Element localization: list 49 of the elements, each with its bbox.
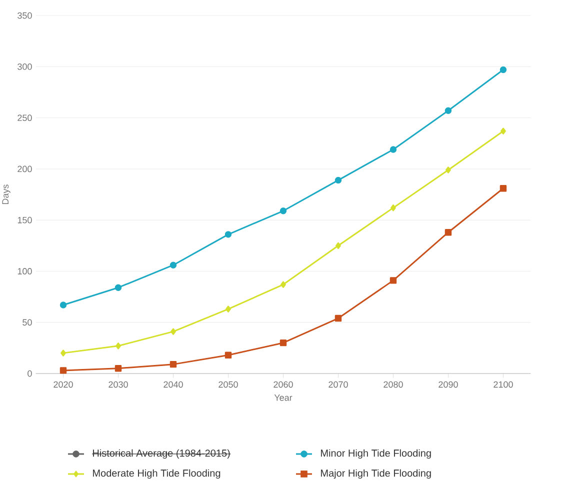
legend-label: Minor High Tide Flooding [321,449,431,459]
y-tick-label: 200 [18,166,32,172]
y-tick-label: 150 [18,216,32,224]
point [170,360,177,368]
point [280,281,286,288]
point [170,328,176,335]
y-tick-label: 350 [18,12,32,19]
point [224,231,232,238]
point [60,350,66,356]
point [500,185,507,192]
point [170,262,177,268]
x-tick-label: 2030 [108,381,128,388]
y-tick-label: 300 [18,63,32,70]
y-tick-label: 50 [22,319,32,326]
point [444,107,452,114]
point [280,208,287,214]
x-tick-label: 2080 [384,381,403,388]
point [60,302,67,308]
x-tick-label: 2100 [494,381,513,388]
y-tick-label: 0 [28,370,32,377]
point [116,342,121,350]
y-tick-label: 250 [18,114,32,122]
x-tick-label: 2060 [274,381,293,388]
y-axis-title: Days [2,184,10,204]
legend-label: Major High Tide Flooding [321,469,431,479]
point [224,352,232,358]
point [60,367,67,374]
point [114,365,122,372]
x-tick-label: 2040 [164,381,183,388]
x-axis-title: Year [274,394,292,401]
point [334,314,342,322]
point [444,229,452,236]
point [390,146,397,153]
y-tick-label: 100 [18,268,32,274]
point [500,128,506,134]
point [226,306,231,312]
point [280,339,287,346]
point [390,204,396,212]
x-tick-label: 2020 [54,381,73,388]
point [500,66,507,74]
x-tick-label: 2090 [438,381,458,388]
point [114,284,122,291]
legend-label: Moderate High Tide Flooding [93,469,220,479]
point [336,242,341,250]
point [446,166,451,174]
point [334,176,342,184]
point [390,277,397,284]
x-tick-label: 2070 [328,381,348,388]
x-tick-label: 2050 [218,381,238,388]
